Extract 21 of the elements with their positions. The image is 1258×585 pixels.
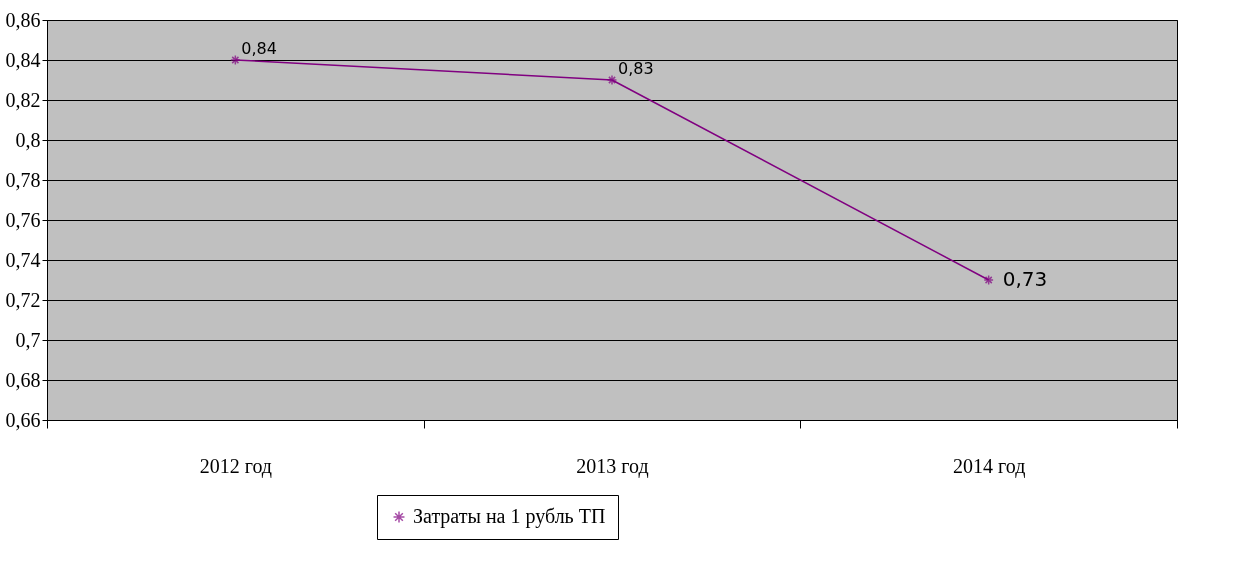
point [230, 54, 241, 66]
y-tick-label: 0,86 [5, 8, 41, 31]
y-tick-label: 0,7 [15, 328, 41, 351]
legend-label: Затраты на 1 рубль ТП [413, 505, 606, 528]
y-tick-label: 0,72 [5, 288, 41, 311]
y-tick-label: 0,74 [5, 248, 41, 271]
data-label: 0,83 [618, 59, 654, 78]
x-tick-label: 2012 год [199, 454, 272, 478]
y-tick-label: 0,68 [5, 368, 41, 391]
y-tick-label: 0,78 [5, 168, 41, 191]
point [983, 274, 994, 286]
y-tick-label: 0,76 [5, 208, 41, 231]
y-tick-label: 0,84 [5, 48, 41, 71]
data-label: 0,84 [241, 39, 277, 58]
point [606, 74, 618, 86]
data-label: 0,73 [1002, 267, 1048, 291]
y-tick-label: 0,82 [5, 88, 41, 111]
y-tick-label: 0,66 [5, 408, 41, 431]
y-tick-label: 0,8 [15, 128, 41, 151]
x-tick-label: 2014 год [953, 454, 1026, 478]
x-tick-label: 2013 год [576, 454, 649, 478]
